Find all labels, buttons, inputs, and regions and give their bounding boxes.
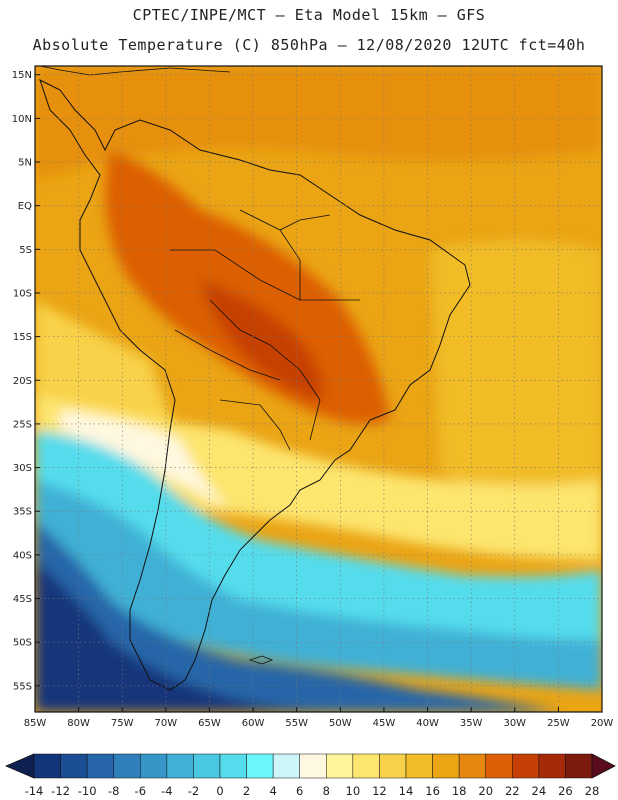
colorbar-label: 28 <box>585 784 600 798</box>
colorbar-swatch <box>272 753 300 779</box>
lon-label: 65W <box>198 718 221 729</box>
colorbar-label: -4 <box>161 784 172 798</box>
colorbar-swatch <box>60 753 88 779</box>
colorbar-label: 4 <box>269 784 276 798</box>
lat-label: 50S <box>13 638 32 649</box>
colorbar-label: 22 <box>505 784 520 798</box>
colorbar-label: -6 <box>135 784 146 798</box>
lat-label: 30S <box>13 463 32 474</box>
colorbar-label: 12 <box>372 784 387 798</box>
latitude-labels: 15N 10N 5N EQ 5S 10S 15S 20S 25S 30S 35S 40S 45S 50S 5… <box>12 70 40 692</box>
lat-label: 15S <box>13 332 32 343</box>
lat-label: 10N <box>12 114 32 125</box>
falkland-islands <box>248 655 274 665</box>
colorbar-swatch <box>512 753 540 779</box>
lat-label: 20S <box>13 376 32 387</box>
title-line-1: CPTEC/INPE/MCT – Eta Model 15km – GFS <box>132 6 486 24</box>
colorbar-swatch <box>405 753 433 779</box>
lon-label: 50W <box>329 718 352 729</box>
colorbar-swatch <box>219 753 247 779</box>
colorbar-label: 24 <box>532 784 547 798</box>
field-north-warm <box>35 66 602 180</box>
longitude-labels: 85W 80W 75W 70W 65W 60W 55W 50W 45W 40W 35W 30W 25W 2… <box>24 707 614 729</box>
colorbar-label: -8 <box>108 784 119 798</box>
colorbar-swatch <box>352 753 380 779</box>
colorbar-label: 16 <box>425 784 440 798</box>
colorbar-swatch <box>326 753 354 779</box>
graticule <box>35 66 602 712</box>
lat-label: 10S <box>13 288 32 299</box>
lon-label: 80W <box>67 718 90 729</box>
temperature-field <box>35 66 602 712</box>
south-america-coastline <box>39 79 471 691</box>
colorbar-label: -2 <box>188 784 199 798</box>
lat-label: 5N <box>18 158 32 169</box>
lon-label: 35W <box>460 718 483 729</box>
colorbar-swatch <box>299 753 327 779</box>
field-hot-core <box>105 150 390 424</box>
lon-label: 40W <box>416 718 439 729</box>
field-cream-band <box>60 410 230 510</box>
lat-label: 5S <box>19 245 32 256</box>
lat-label: 40S <box>13 550 32 561</box>
colorbar-label: 2 <box>243 784 250 798</box>
lon-label: 55W <box>285 718 308 729</box>
colorbar-label: 0 <box>216 784 223 798</box>
lon-label: 20W <box>591 718 614 729</box>
map-frame <box>34 65 603 713</box>
title-line-2: Absolute Temperature (C) 850hPa – 12/08/… <box>32 36 586 54</box>
colorbar-swatch <box>538 753 566 779</box>
colorbar-low-arrow <box>4 753 35 779</box>
colorbar-swatch <box>379 753 407 779</box>
colorbar-label: 20 <box>478 784 493 798</box>
lat-label: 25S <box>13 419 32 430</box>
colorbar-label: 14 <box>399 784 414 798</box>
field-yellow-band <box>35 395 602 560</box>
field-blue-band <box>35 480 602 690</box>
colorbar-label: -12 <box>51 784 70 798</box>
colorbar-swatch <box>33 753 61 779</box>
coastlines <box>39 66 471 691</box>
field-coldest-south <box>35 560 360 712</box>
colorbar: -14 -12 -10 -8 -6 -4 -2 0 2 4 6 8 10 12 14 16 18 20 22 24 26… <box>4 753 616 798</box>
colorbar-swatch <box>246 753 274 779</box>
lat-label: 15N <box>12 70 32 81</box>
colorbar-swatch <box>485 753 513 779</box>
colorbar-label: 8 <box>323 784 330 798</box>
colorbar-label: -10 <box>78 784 97 798</box>
colorbar-high-arrow <box>591 753 616 779</box>
caribbean-coast <box>39 66 231 76</box>
country-borders <box>170 209 360 451</box>
lon-label: 85W <box>24 718 47 729</box>
colorbar-label: 6 <box>296 784 303 798</box>
colorbar-swatch <box>565 753 593 779</box>
lon-label: 45W <box>373 718 396 729</box>
field-hotter-core <box>200 280 323 400</box>
lon-label: 30W <box>503 718 526 729</box>
lat-label: 45S <box>13 594 32 605</box>
colorbar-swatch <box>140 753 168 779</box>
colorbar-swatch <box>166 753 194 779</box>
colorbar-label: 10 <box>346 784 361 798</box>
lat-label: 35S <box>13 507 32 518</box>
field-cold-south <box>35 520 560 712</box>
lon-label: 60W <box>242 718 265 729</box>
colorbar-swatch <box>432 753 460 779</box>
lon-label: 25W <box>547 718 570 729</box>
colorbar-label: 26 <box>558 784 573 798</box>
lat-label: EQ <box>18 201 32 212</box>
lon-label: 70W <box>155 718 178 729</box>
field-east-gold <box>430 240 602 540</box>
colorbar-label: 18 <box>452 784 467 798</box>
colorbar-swatch <box>458 753 486 779</box>
colorbar-label: -14 <box>25 784 44 798</box>
colorbar-swatch <box>86 753 114 779</box>
lat-label: 55S <box>13 681 32 692</box>
colorbar-swatch <box>193 753 221 779</box>
colorbar-swatch <box>113 753 141 779</box>
lon-label: 75W <box>111 718 134 729</box>
